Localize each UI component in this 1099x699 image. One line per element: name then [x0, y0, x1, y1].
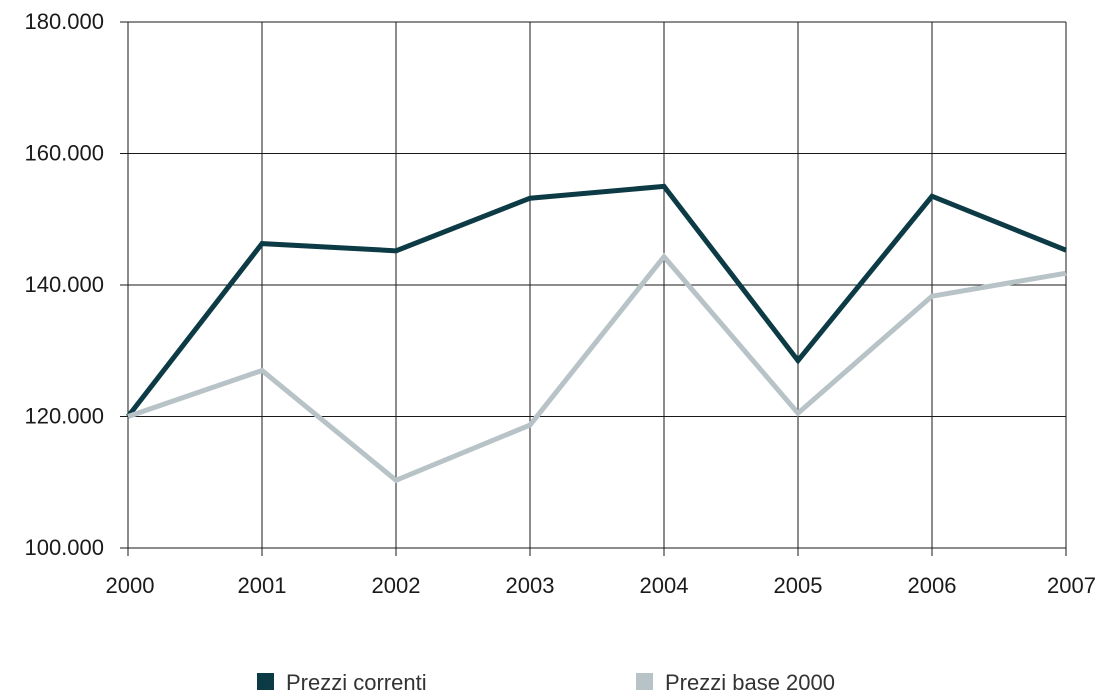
gridlines [120, 22, 1066, 556]
x-tick-label: 2004 [640, 573, 689, 598]
legend-label: Prezzi base 2000 [665, 670, 835, 694]
series-lines [128, 186, 1066, 480]
y-tick-label: 160.000 [24, 141, 104, 166]
legend-swatch [257, 673, 274, 690]
x-tick-label: 2006 [908, 573, 957, 598]
series-line-1 [128, 257, 1066, 481]
legend-label: Prezzi correnti [286, 670, 427, 694]
legend: Prezzi correnti Prezzi base 2000 [257, 670, 835, 694]
y-tick-label: 100.000 [24, 535, 104, 560]
y-tick-label: 140.000 [24, 272, 104, 297]
x-tick-label: 2007 [1047, 573, 1096, 598]
axes: 100.000 120.000 140.000 160.000 180.000 2000 2… [24, 9, 1096, 598]
x-tick-label: 2001 [238, 573, 287, 598]
x-tick-label: 2005 [774, 573, 823, 598]
legend-swatch [636, 673, 653, 690]
x-tick-label: 2002 [372, 573, 421, 598]
y-tick-label: 120.000 [24, 404, 104, 429]
x-tick-label: 2003 [506, 573, 555, 598]
x-tick-label: 2000 [106, 573, 155, 598]
y-tick-label: 180.000 [24, 9, 104, 34]
